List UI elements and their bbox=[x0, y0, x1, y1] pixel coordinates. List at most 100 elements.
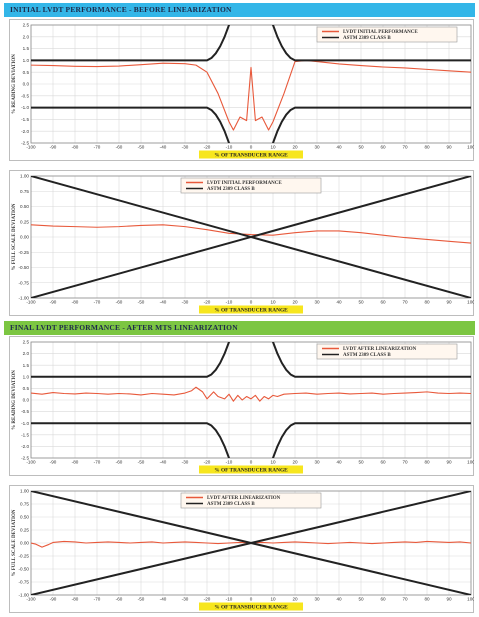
x-tick-label: -90 bbox=[50, 300, 57, 305]
x-tick-label: 20 bbox=[292, 145, 298, 150]
x-tick-label: 50 bbox=[358, 597, 364, 602]
x-tick-label: -80 bbox=[72, 145, 79, 150]
y-tick-label: -0.50 bbox=[19, 265, 30, 270]
legend-label: ASTM 2309 CLASS B bbox=[343, 36, 391, 41]
x-tick-label: 70 bbox=[402, 145, 408, 150]
x-tick-label: 0 bbox=[250, 597, 253, 602]
chart-svg: -100 -90 -80 -70 -60 -50 -40 -30 -20 -10 0 10 20 30 40… bbox=[9, 170, 474, 316]
plot-series bbox=[31, 25, 471, 143]
legend-box bbox=[316, 343, 458, 360]
x-tick-label: -30 bbox=[182, 300, 189, 305]
x-tick-label: 60 bbox=[380, 597, 386, 602]
x-axis-label: % OF TRANSDUCER RANGE bbox=[214, 605, 288, 611]
y-tick-label: -0.75 bbox=[19, 580, 30, 585]
plot-area bbox=[30, 341, 472, 459]
y-axis-label: % FULL SCALE DEVIATION bbox=[12, 509, 17, 576]
measured-series-line bbox=[31, 59, 471, 131]
final-reading-deviation-chart: -100 -90 -80 -70 -60 -50 -40 -30 -20 -10 0 10 20 30 40… bbox=[9, 336, 474, 476]
x-tick-label: -40 bbox=[160, 460, 167, 465]
y-tick-label: 0.50 bbox=[20, 204, 29, 209]
x-tick-label: -50 bbox=[138, 460, 145, 465]
x-tick-label: -40 bbox=[160, 597, 167, 602]
x-tick-label: 10 bbox=[270, 460, 276, 465]
x-tick-label: -60 bbox=[116, 597, 123, 602]
x-tick-label: 20 bbox=[292, 597, 298, 602]
final-full-scale-deviation-chart: -100 -90 -80 -70 -60 -50 -40 -30 -20 -10 0 10 20 30 40… bbox=[9, 485, 474, 613]
x-tick-label: -80 bbox=[72, 460, 79, 465]
y-tick-label: -1.5 bbox=[21, 432, 29, 437]
x-axis-label-highlight bbox=[199, 305, 303, 314]
y-tick-label: -2.0 bbox=[21, 444, 29, 449]
y-tick-label: 1.5 bbox=[23, 46, 30, 51]
y-tick-label: 2.0 bbox=[23, 34, 30, 39]
y-tick-label: -0.75 bbox=[19, 280, 30, 285]
x-tick-label: -60 bbox=[116, 145, 123, 150]
spec-limit-line bbox=[31, 25, 231, 62]
x-tick-label: 70 bbox=[402, 300, 408, 305]
x-axis-label: % OF TRANSDUCER RANGE bbox=[214, 468, 288, 474]
y-tick-label: -1.0 bbox=[21, 105, 29, 110]
spec-limit-line bbox=[31, 491, 471, 595]
x-tick-label: 30 bbox=[314, 597, 320, 602]
y-tick-label: -1.00 bbox=[19, 593, 30, 598]
grid bbox=[30, 341, 472, 459]
x-tick-label: 80 bbox=[424, 300, 430, 305]
x-tick-label: -20 bbox=[204, 460, 211, 465]
x-tick-label: 0 bbox=[250, 300, 253, 305]
x-tick-label: -90 bbox=[50, 597, 57, 602]
panel-frame bbox=[9, 170, 474, 316]
y-tick-label: -0.25 bbox=[19, 554, 30, 559]
legend-label: LVDT INITIAL PERFORMANCE bbox=[207, 181, 282, 186]
x-tick-label: -100 bbox=[26, 597, 36, 602]
measured-series-line bbox=[31, 540, 471, 548]
x-tick-label: -40 bbox=[160, 300, 167, 305]
y-tick-label: 0.75 bbox=[20, 189, 29, 194]
legend-label: ASTM 2309 CLASS B bbox=[207, 187, 255, 192]
x-tick-label: -80 bbox=[72, 300, 79, 305]
y-tick-label: -1.00 bbox=[19, 296, 30, 301]
x-tick-label: 70 bbox=[402, 460, 408, 465]
y-tick-label: 1.0 bbox=[23, 374, 30, 379]
legend-box bbox=[180, 492, 322, 509]
y-tick-label: 0.25 bbox=[20, 219, 29, 224]
plot-series bbox=[31, 491, 471, 595]
x-tick-label: -60 bbox=[116, 460, 123, 465]
y-tick-label: -1.0 bbox=[21, 421, 29, 426]
spec-limit-line bbox=[31, 106, 231, 143]
x-tick-label: 50 bbox=[358, 145, 364, 150]
y-tick-label: 2.5 bbox=[23, 23, 30, 28]
x-tick-label: 80 bbox=[424, 597, 430, 602]
x-tick-label: 20 bbox=[292, 300, 298, 305]
y-tick-label: -2.0 bbox=[21, 129, 29, 134]
x-tick-label: -60 bbox=[116, 300, 123, 305]
x-axis-label-highlight bbox=[199, 150, 303, 159]
x-tick-label: 60 bbox=[380, 145, 386, 150]
y-tick-label: 0.0 bbox=[23, 82, 30, 87]
y-tick-label: 0.25 bbox=[20, 528, 29, 533]
x-tick-label: 30 bbox=[314, 145, 320, 150]
x-tick-label: -90 bbox=[50, 145, 57, 150]
x-tick-label: -10 bbox=[226, 460, 233, 465]
legend-box bbox=[180, 177, 322, 194]
chart-svg: -100 -90 -80 -70 -60 -50 -40 -30 -20 -10 0 10 20 30 40… bbox=[9, 336, 474, 476]
y-tick-label: -0.5 bbox=[21, 409, 29, 414]
x-tick-label: -50 bbox=[138, 597, 145, 602]
y-tick-label: -1.5 bbox=[21, 117, 29, 122]
legend-label: ASTM 2309 CLASS B bbox=[343, 353, 391, 358]
spec-limit-line bbox=[31, 176, 471, 298]
initial-full-scale-deviation-chart: -100 -90 -80 -70 -60 -50 -40 -30 -20 -10 0 10 20 30 40… bbox=[9, 170, 474, 316]
x-tick-label: -80 bbox=[72, 597, 79, 602]
panel-frame bbox=[9, 19, 474, 161]
final-performance-banner: FINAL LVDT PERFORMANCE - AFTER MTS LINEA… bbox=[4, 321, 475, 335]
x-tick-label: 20 bbox=[292, 460, 298, 465]
y-tick-label: -2.5 bbox=[21, 141, 29, 146]
y-tick-label: 0.50 bbox=[20, 515, 29, 520]
legend-box bbox=[316, 26, 458, 43]
x-tick-label: 90 bbox=[446, 597, 452, 602]
x-tick-label: 0 bbox=[250, 145, 253, 150]
y-tick-label: 2.5 bbox=[23, 340, 30, 345]
x-tick-label: 80 bbox=[424, 145, 430, 150]
y-tick-label: -2.5 bbox=[21, 456, 29, 461]
chart-svg: -100 -90 -80 -70 -60 -50 -40 -30 -20 -10 0 10 20 30 40… bbox=[9, 485, 474, 613]
